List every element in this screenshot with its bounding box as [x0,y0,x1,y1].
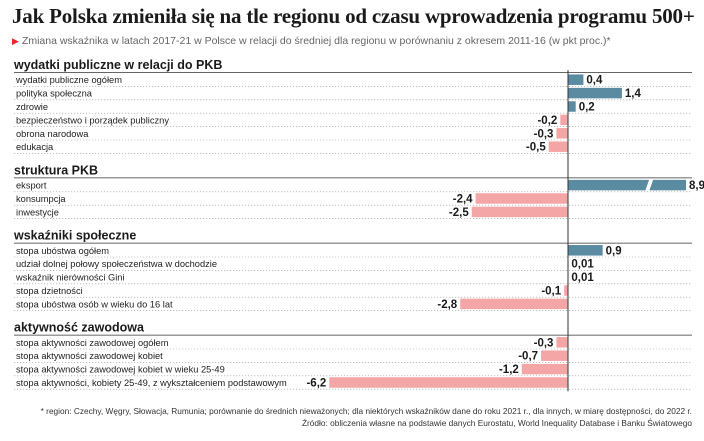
row-label: eksport [16,181,47,191]
row-label: edukacja [16,142,54,152]
row-label: stopa aktywności zawodowej kobiet w wiek… [16,365,225,375]
row-label: inwestycje [16,207,59,217]
group-header: wydatki publiczne w relacji do PKB [13,58,222,72]
row-label: polityka społeczna [16,89,93,99]
data-label: -0,3 [534,128,554,140]
row-label: konsumpcja [16,194,66,204]
data-label: -0,7 [518,351,538,363]
group-header: struktura PKB [14,163,98,177]
data-label: -6,2 [306,378,326,390]
bar [568,87,622,99]
row-label: bezpieczeństwo i porządek publiczny [16,115,169,125]
chart-subtitle: ▶ Zmiana wskaźnika w latach 2017-21 w Pol… [12,35,611,47]
data-label: -0,5 [526,142,546,154]
row-label: zdrowie [16,102,48,112]
data-label: -2,5 [449,207,469,219]
data-label: -2,8 [437,299,457,311]
data-label: -0,3 [534,337,554,349]
group-header: wskaźniki społeczne [13,229,136,243]
row-label: wydatki publiczne ogółem [15,75,122,85]
row-label: stopa ubóstwa osób w wieku do 16 lat [16,299,173,309]
row-label: stopa aktywności zawodowej ogółem [16,338,169,348]
bar [460,298,568,310]
row-label: stopa aktywności zawodowej kobiet [16,351,163,361]
data-label: -0,2 [537,115,557,127]
data-label: 8,9 [689,180,704,192]
data-label: 0,9 [606,245,622,257]
data-label: 0,01 [571,259,594,271]
chart-title: Jak Polska zmieniła się na tle regionu o… [12,4,695,28]
data-label: 0,4 [586,75,603,87]
axis-break-mark [645,179,654,191]
data-label: -2,4 [453,194,473,206]
bar [560,114,568,126]
row-label: udział dolnej połowy społeczeństwa w doc… [16,259,217,269]
source-note: Źródło: obliczenia własne na podstawie d… [301,418,692,428]
data-label: -0,1 [541,286,561,298]
triangle-marker-icon: ▶ [12,36,19,46]
subtitle-text: Zmiana wskaźnika w latach 2017-21 w Pols… [21,35,611,47]
bar [568,179,686,191]
row-label: stopa ubóstwa ogółem [16,246,109,256]
data-label: 0,2 [579,102,595,114]
bar [568,101,576,112]
bar [568,74,584,85]
row-label: wskaźnik nierówności Gini [15,273,125,283]
bar [556,337,568,348]
footnote: * region: Czechy, Węgry, Słowacja, Rumun… [40,406,692,416]
bar [329,377,568,388]
bar [564,285,568,296]
group-header: aktywność zawodowa [14,321,145,335]
bar [471,206,568,218]
row-label: obrona narodowa [16,129,89,139]
data-label: 1,4 [625,88,642,100]
bar [475,193,568,204]
bar [521,363,568,375]
bar [568,245,603,256]
bar [541,350,568,361]
row-label: stopa dzietności [16,286,83,296]
data-label: -1,2 [499,364,519,376]
row-label: stopa aktywności, kobiety 25-49, z wyksz… [16,378,287,388]
bar [556,128,568,139]
data-label: 0,01 [571,272,594,284]
bar [548,141,568,152]
